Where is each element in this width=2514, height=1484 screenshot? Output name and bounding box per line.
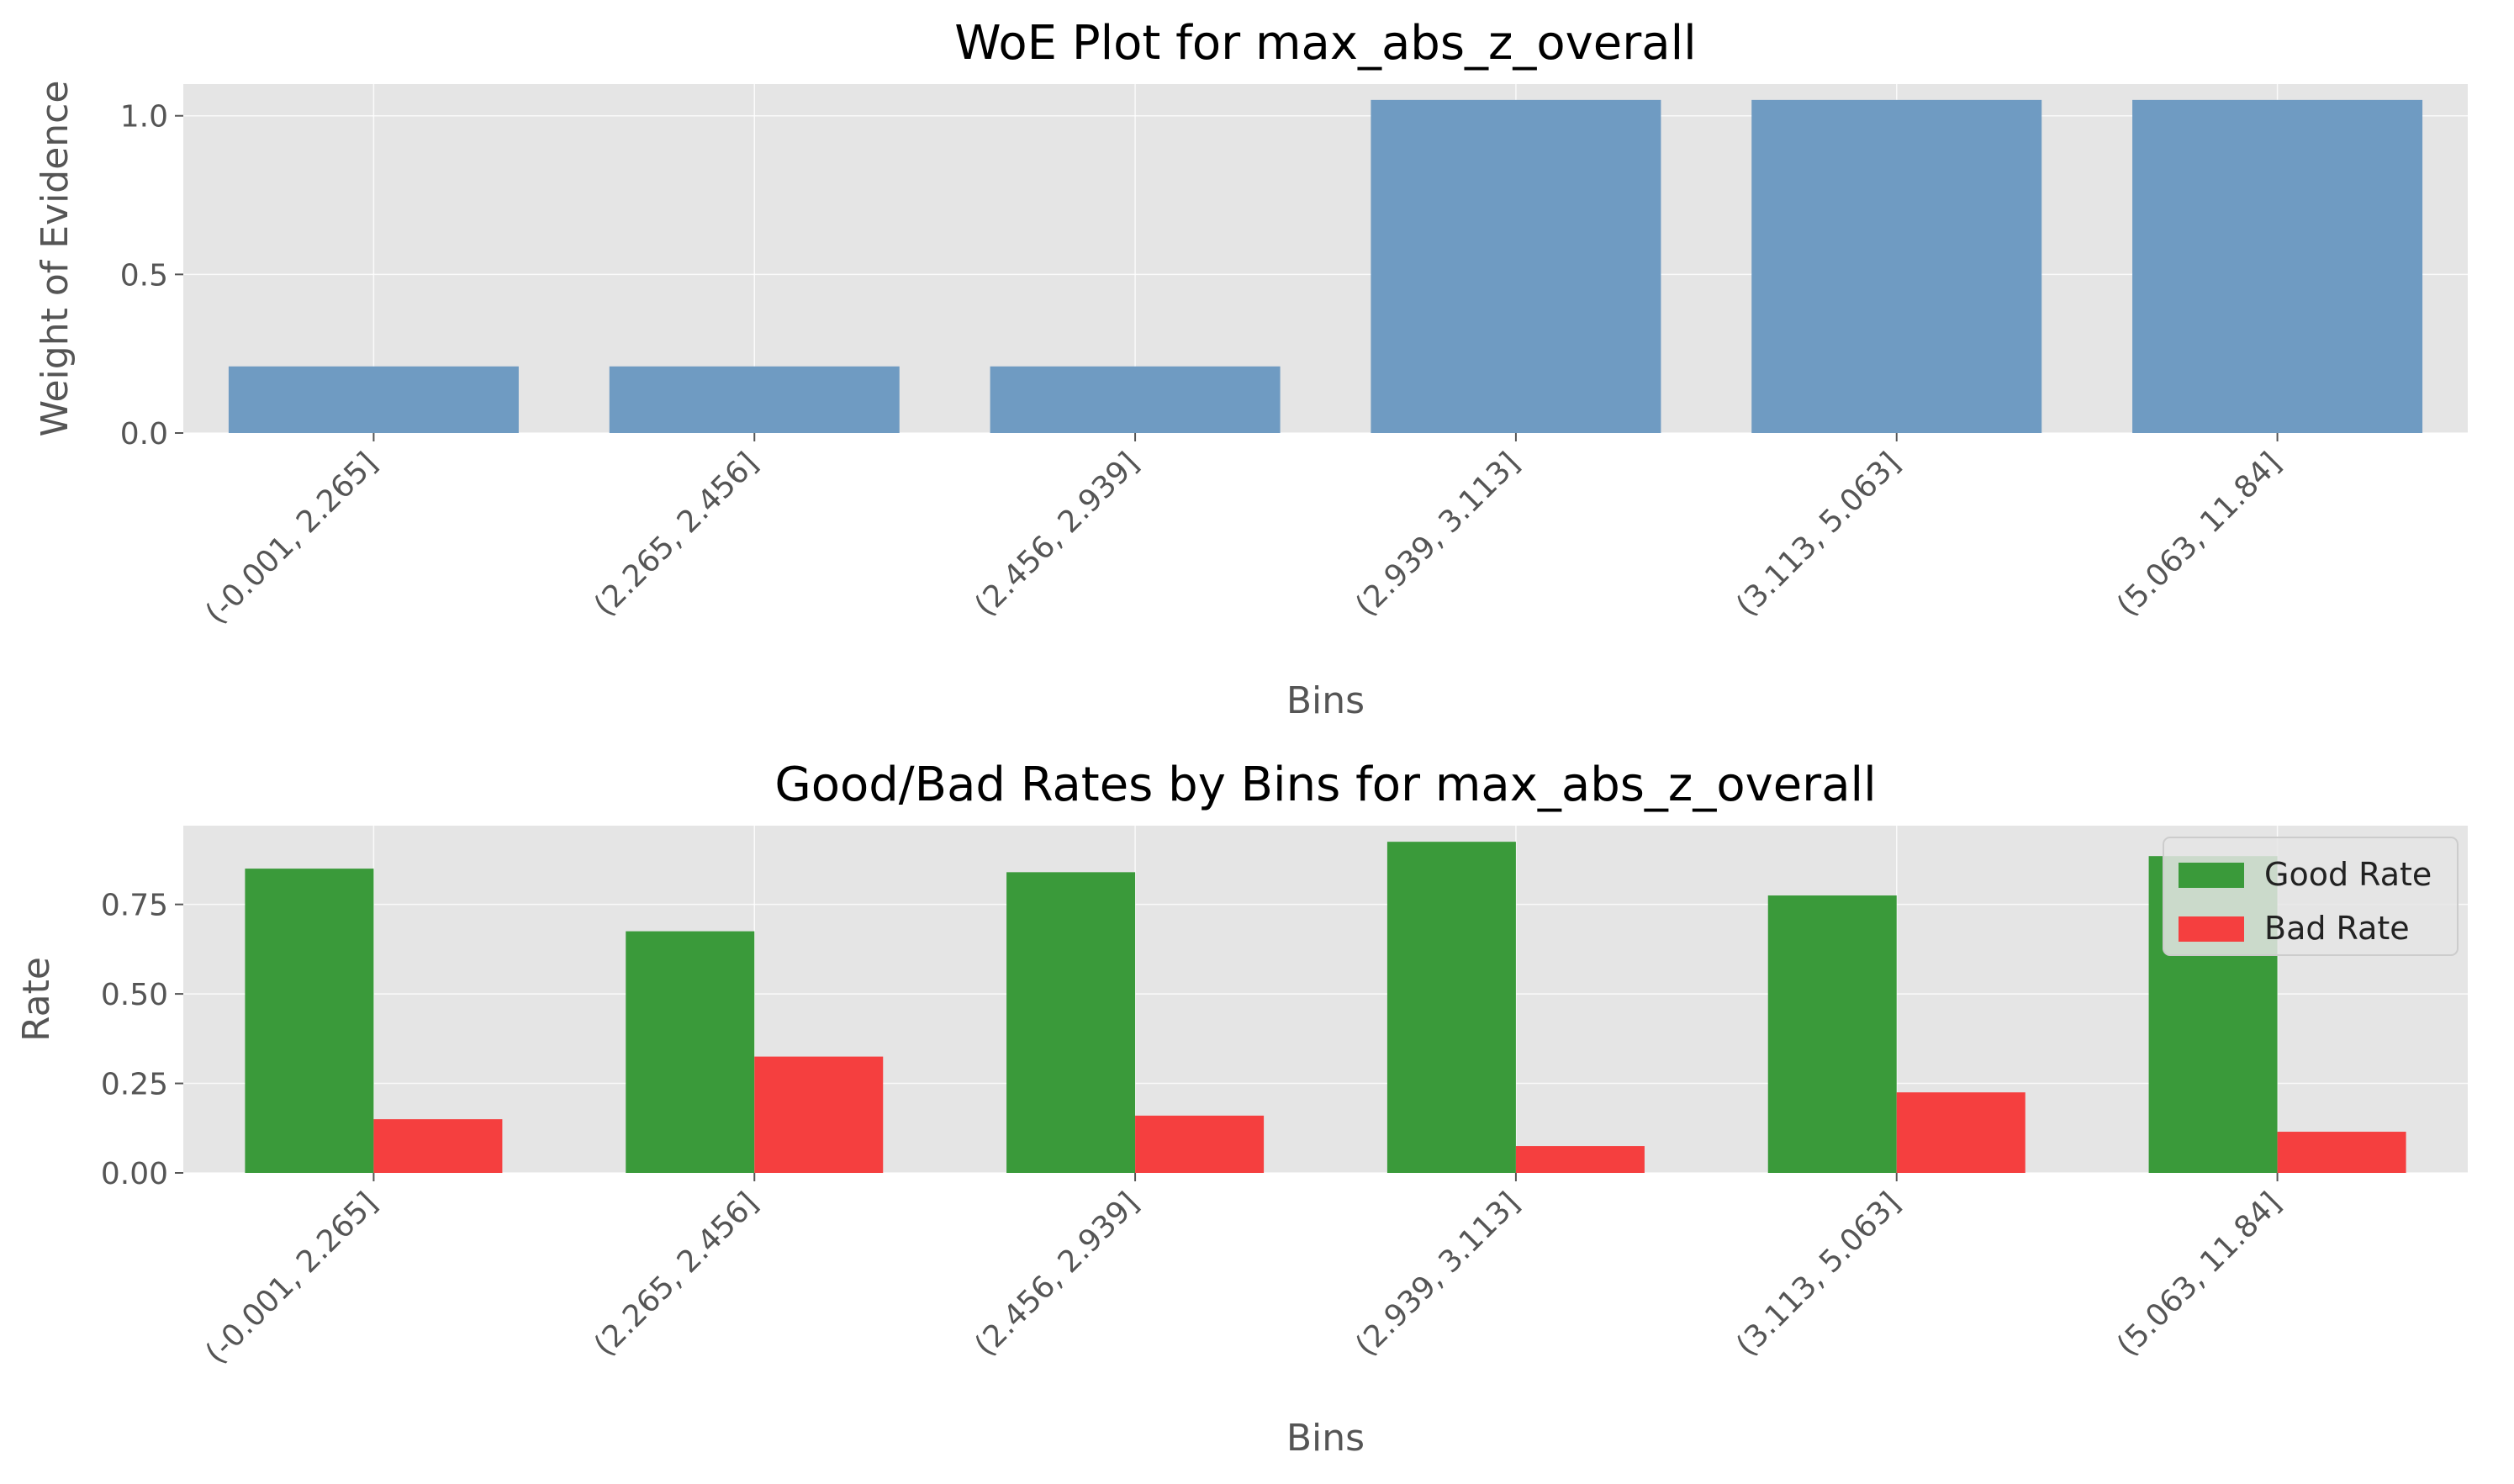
y-axis-label: Rate bbox=[15, 957, 58, 1042]
legend-label: Good Rate bbox=[2264, 856, 2432, 893]
bad-rate-bar bbox=[1515, 1146, 1645, 1173]
woe-bar bbox=[1371, 99, 1661, 433]
legend-swatch bbox=[2179, 863, 2244, 888]
legend-label: Bad Rate bbox=[2264, 910, 2410, 947]
x-tick-label: (2.456, 2.939] bbox=[969, 1186, 1146, 1363]
x-axis-label: Bins bbox=[1286, 679, 1365, 722]
bad-rate-bar bbox=[1896, 1092, 2025, 1173]
chart-title: WoE Plot for max_abs_z_overall bbox=[954, 16, 1696, 71]
woe-bar bbox=[609, 366, 900, 433]
y-tick-label: 0.5 bbox=[120, 258, 168, 293]
x-tick-label: (2.456, 2.939] bbox=[969, 446, 1146, 623]
plot-area bbox=[183, 826, 2468, 1173]
x-tick-label: (-0.001, 2.265] bbox=[199, 446, 384, 631]
chart-title: Good/Bad Rates by Bins for max_abs_z_ove… bbox=[774, 758, 1876, 812]
x-tick-label: (2.939, 3.113] bbox=[1349, 1186, 1526, 1363]
bad-rate-bar bbox=[373, 1119, 503, 1173]
x-tick-label: (5.063, 11.84] bbox=[2110, 1186, 2288, 1363]
plot-area bbox=[183, 84, 2468, 433]
y-axis-label: Weight of Evidence bbox=[34, 81, 77, 437]
good-rate-bar bbox=[1767, 895, 1897, 1173]
x-axis-label: Bins bbox=[1286, 1417, 1365, 1460]
woe-chart: 0.0 0.5 1.0 (-0.001, 2.265] (2.265, 2.456] (2… bbox=[34, 16, 2468, 722]
y-tick-label: 0.0 bbox=[120, 417, 168, 452]
y-tick-label: 0.25 bbox=[101, 1068, 168, 1102]
woe-bar bbox=[990, 366, 1281, 433]
good-rate-bar bbox=[1006, 872, 1136, 1173]
x-tick-label: (3.113, 5.063] bbox=[1730, 1186, 1907, 1363]
y-tick-label: 1.0 bbox=[120, 100, 168, 135]
x-tick-label: (2.939, 3.113] bbox=[1349, 446, 1526, 623]
rates-chart: 0.00 0.25 0.50 0.75 (-0.001, 2.265] (2.265, 2… bbox=[15, 758, 2468, 1460]
legend: Good Rate Bad Rate bbox=[2163, 837, 2459, 956]
woe-bar bbox=[1751, 99, 2042, 433]
x-tick-label: (-0.001, 2.265] bbox=[199, 1186, 384, 1370]
good-rate-bar bbox=[245, 869, 374, 1173]
legend-swatch bbox=[2179, 916, 2244, 942]
bad-rate-bar bbox=[1135, 1115, 1265, 1173]
x-tick-label: (2.265, 2.456] bbox=[588, 446, 765, 623]
good-rate-bar bbox=[1386, 842, 1516, 1173]
y-tick-label: 0.75 bbox=[101, 889, 168, 923]
good-rate-bar bbox=[626, 931, 755, 1173]
woe-bar bbox=[2132, 99, 2423, 433]
bad-rate-bar bbox=[2277, 1132, 2406, 1173]
x-tick-label: (5.063, 11.84] bbox=[2110, 446, 2288, 623]
y-tick-label: 0.50 bbox=[101, 978, 168, 1012]
woe-bar bbox=[228, 366, 519, 433]
bad-rate-bar bbox=[754, 1056, 884, 1173]
y-tick-label: 0.00 bbox=[101, 1157, 168, 1191]
x-tick-label: (2.265, 2.456] bbox=[588, 1186, 765, 1363]
x-tick-label: (3.113, 5.063] bbox=[1730, 446, 1907, 623]
